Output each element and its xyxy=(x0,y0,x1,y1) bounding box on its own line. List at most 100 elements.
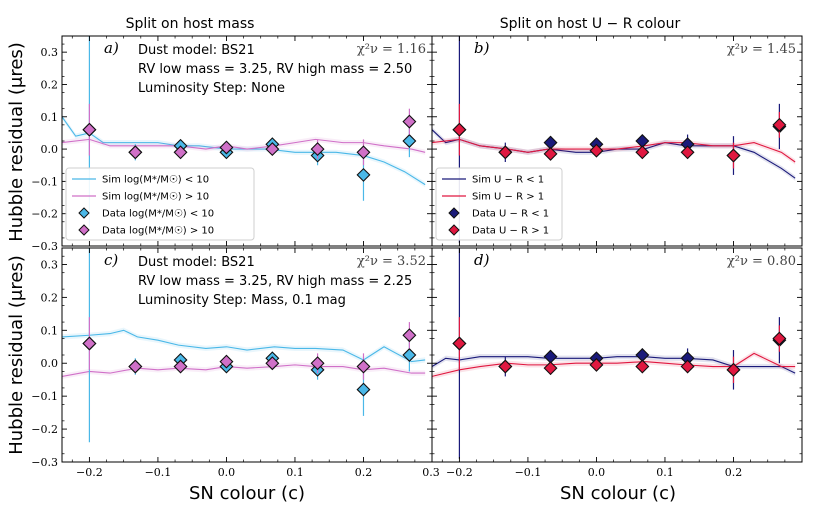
x-axis-label-right: SN colour (c) xyxy=(560,483,676,504)
sim-line-c-0 xyxy=(62,329,426,363)
data-point-d-0-2 xyxy=(543,349,558,364)
xtick-label-c-1: −0.1 xyxy=(145,466,172,479)
legend-text-a-0: Sim log(M*/M☉) < 10 xyxy=(102,175,209,186)
ytick-label-a-6: 0.3 xyxy=(41,46,59,59)
xtick-label-c-4: 0.2 xyxy=(355,466,373,479)
panel-c-plot-area xyxy=(62,248,426,443)
data-point-b-1-6 xyxy=(726,148,741,163)
note-c-2: Luminosity Step: Mass, 0.1 mag xyxy=(138,293,346,308)
panel-a-plot-area xyxy=(62,36,426,227)
note-a-1: RV low mass = 3.25, RV high mass = 2.50 xyxy=(138,62,412,77)
data-point-b-1-1 xyxy=(498,145,513,160)
data-point-d-1-0 xyxy=(452,336,467,351)
ytick-label-c-1: −0.2 xyxy=(31,423,58,436)
legend-text-b-1: Sim U − R > 1 xyxy=(472,192,544,203)
column-title-colour: Split on host U − R colour xyxy=(500,16,681,32)
ytick-label-c-6: 0.3 xyxy=(41,258,59,271)
sim-line-a-1 xyxy=(62,138,426,153)
legend-text-b-0: Sim U − R < 1 xyxy=(472,175,544,186)
data-point-b-1-0 xyxy=(452,122,467,137)
data-point-a-1-0 xyxy=(82,122,97,137)
data-point-b-1-7 xyxy=(772,117,787,132)
data-point-c-1-7 xyxy=(402,328,417,343)
legend-box-a xyxy=(65,167,255,241)
panel-c: −0.3 −0.2 −0.1 0.0 0.1 0.2 0.3 −0.2 −0.1 0.0 0.1 0.… xyxy=(31,247,433,479)
panel-d: −0.2 −0.1 0.0 0.1 0.2 0.3 d) χ²ν = 0.80 xyxy=(422,247,803,479)
xtick-label-d-2: 0.0 xyxy=(588,466,606,479)
data-point-d-1-6 xyxy=(726,362,741,377)
xtick-label-d-4: 0.2 xyxy=(725,466,743,479)
sim-line-c-1 xyxy=(62,364,426,377)
ytick-label-a-4: 0.1 xyxy=(41,111,59,124)
data-point-b-1-4 xyxy=(635,145,650,160)
panel-label-c: c) xyxy=(104,251,118,269)
panel-b-plot-area xyxy=(432,36,796,243)
note-c-0: Dust model: BS21 xyxy=(138,255,255,270)
ytick-label-c-2: −0.1 xyxy=(31,390,58,403)
data-point-a-0-6 xyxy=(356,167,371,182)
data-point-d-1-7 xyxy=(772,331,787,346)
sim-band-a-0 xyxy=(62,114,426,188)
note-a-0: Dust model: BS21 xyxy=(138,43,255,58)
ytick-label-c-5: 0.2 xyxy=(41,291,59,304)
data-point-a-1-3 xyxy=(219,140,234,155)
data-point-c-1-3 xyxy=(219,354,234,369)
data-point-c-0-7 xyxy=(402,348,417,362)
note-a-2: Luminosity Step: None xyxy=(138,81,285,96)
panel-a: −0.3 −0.2 −0.1 0.0 0.1 0.2 0.3 a) χ²ν = 1.16 Dust… xyxy=(31,35,433,253)
ytick-label-c-3: 0.0 xyxy=(41,357,59,370)
column-title-mass: Split on host mass xyxy=(126,16,255,32)
data-point-c-1-6 xyxy=(356,359,371,374)
panel-label-b: b) xyxy=(474,39,490,57)
chi2-b: χ²ν = 1.45 xyxy=(727,42,796,57)
data-point-a-0-7 xyxy=(402,134,417,148)
data-point-a-1-4 xyxy=(265,142,280,157)
data-point-a-1-6 xyxy=(356,145,371,160)
legend-marker-a-3 xyxy=(78,224,90,236)
data-point-b-1-2 xyxy=(543,146,558,161)
panel-d-plot-area xyxy=(432,248,796,459)
sim-band-c-1 xyxy=(62,362,426,380)
sim-band-b-1 xyxy=(432,136,796,165)
data-point-a-1-2 xyxy=(173,145,188,160)
panel-b: b) χ²ν = 1.45 Sim U − R < 1 Sim U − R > 1 Da… xyxy=(431,35,803,247)
data-point-a-1-7 xyxy=(402,114,417,129)
xtick-label-c-3: 0.1 xyxy=(286,466,304,479)
note-c-1: RV low mass = 3.25, RV high mass = 2.25 xyxy=(138,274,412,289)
panel-label-a: a) xyxy=(104,39,119,57)
ytick-label-a-1: −0.2 xyxy=(31,208,58,221)
legend-marker-b-2 xyxy=(448,207,460,219)
chi2-c: χ²ν = 3.52 xyxy=(357,254,426,269)
data-point-c-1-2 xyxy=(173,359,188,374)
data-point-d-1-3 xyxy=(589,357,604,372)
ytick-label-a-5: 0.2 xyxy=(41,78,59,91)
xtick-label-d-0: −0.2 xyxy=(446,466,473,479)
data-point-d-1-1 xyxy=(498,359,513,374)
y-axis-label-top: Hubble residual (μres) xyxy=(6,42,27,242)
panel-label-d: d) xyxy=(474,251,490,269)
data-point-a-1-5 xyxy=(310,142,325,157)
data-point-d-1-4 xyxy=(635,359,650,374)
chi2-a: χ²ν = 1.16 xyxy=(357,42,426,57)
legend-text-a-2: Data log(M*/M☉) < 10 xyxy=(102,209,214,220)
data-point-d-1-2 xyxy=(543,361,558,376)
data-point-b-1-3 xyxy=(589,143,604,158)
data-point-c-1-4 xyxy=(265,356,280,371)
data-point-a-1-1 xyxy=(128,145,143,160)
data-point-d-1-5 xyxy=(680,359,695,374)
data-point-c-1-1 xyxy=(128,359,143,374)
legend-text-a-3: Data log(M*/M☉) > 10 xyxy=(102,226,214,237)
panels-group: −0.3 −0.2 −0.1 0.0 0.1 0.2 0.3 a) χ²ν = 1.16 Dust… xyxy=(31,35,803,479)
legend-marker-a-2 xyxy=(78,207,90,219)
xtick-label-c-2: 0.0 xyxy=(218,466,236,479)
data-point-b-1-5 xyxy=(680,145,695,160)
legend-text-b-3: Data U − R > 1 xyxy=(472,226,549,237)
ytick-label-a-2: −0.1 xyxy=(31,175,58,188)
xtick-label-d-3: 0.1 xyxy=(656,466,674,479)
x-axis-label-left: SN colour (c) xyxy=(189,483,305,504)
sim-line-b-1 xyxy=(432,138,796,163)
data-point-c-1-5 xyxy=(310,356,325,371)
legend-text-b-2: Data U − R < 1 xyxy=(472,209,549,220)
sim-line-d-1 xyxy=(432,352,796,377)
